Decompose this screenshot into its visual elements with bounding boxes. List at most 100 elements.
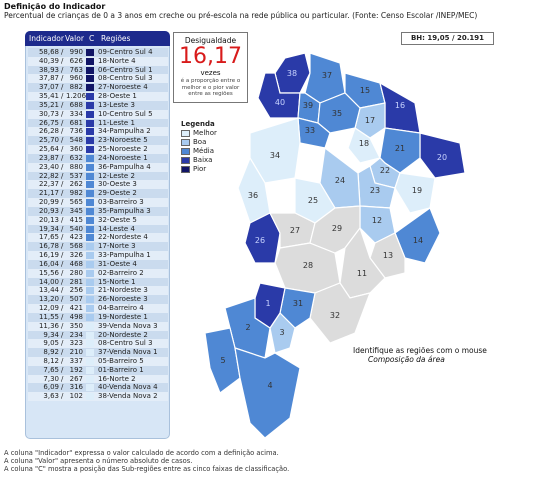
row-indicator: 23,40 xyxy=(38,162,59,171)
ranking-row[interactable]: 20,13/ 415 32-Oeste 5 xyxy=(28,215,168,225)
ranking-row[interactable]: 40,39/ 626 18-Norte 4 xyxy=(28,56,168,66)
ranking-row[interactable]: 21,17/ 982 29-Oeste 2 xyxy=(28,189,168,199)
ranking-row[interactable]: 13,20/ 507 26-Noroeste 3 xyxy=(28,295,168,305)
row-class-swatch xyxy=(86,340,94,348)
legend-item-melhor: Melhor xyxy=(181,129,241,138)
ranking-row[interactable]: 38,93/ 763 06-Centro Sul 1 xyxy=(28,65,168,75)
row-indicator: 7,65 xyxy=(43,365,59,374)
legend-label: Melhor xyxy=(193,129,217,137)
row-class-swatch xyxy=(86,190,94,198)
row-class-swatch xyxy=(86,322,94,330)
ranking-row[interactable]: 17,65/ 423 22-Nordeste 4 xyxy=(28,233,168,243)
row-class-swatch xyxy=(86,93,94,101)
row-separator: / xyxy=(61,233,64,242)
legend-swatch xyxy=(181,148,190,155)
col-value: Valor xyxy=(65,34,84,43)
row-separator: / xyxy=(61,242,64,251)
ranking-row[interactable]: 35,21/ 688 13-Leste 3 xyxy=(28,100,168,110)
ranking-row[interactable]: 23,40/ 880 36-Pampulha 4 xyxy=(28,162,168,172)
ranking-row[interactable]: 30,73/ 334 10-Centro Sul 5 xyxy=(28,109,168,119)
map-region-label: 11 xyxy=(357,269,367,278)
row-value: 507 xyxy=(69,295,83,304)
row-value: 736 xyxy=(69,127,83,136)
ranking-row[interactable]: 6,09/ 316 40-Venda Nova 4 xyxy=(28,383,168,393)
ranking-row[interactable]: 23,87/ 632 24-Noroeste 1 xyxy=(28,153,168,163)
ranking-row[interactable]: 37,07/ 882 27-Noroeste 4 xyxy=(28,83,168,93)
row-separator: / xyxy=(61,224,64,233)
ranking-row[interactable]: 14,00/ 281 15-Norte 1 xyxy=(28,277,168,287)
ranking-row[interactable]: 25,70/ 548 23-Noroeste 5 xyxy=(28,136,168,146)
row-class-swatch xyxy=(86,313,94,321)
map-region-label: 40 xyxy=(275,98,285,107)
ranking-row[interactable]: 20,99/ 565 03-Barreiro 3 xyxy=(28,198,168,207)
row-class-swatch xyxy=(86,207,94,215)
row-value: 468 xyxy=(69,259,83,268)
map-region-label: 13 xyxy=(383,251,393,260)
row-region: 08-Centro Sul 3 xyxy=(98,339,153,348)
row-value: 568 xyxy=(69,242,83,251)
row-indicator: 16,04 xyxy=(38,259,59,268)
row-class-swatch xyxy=(86,305,94,313)
ranking-row[interactable]: 16,04/ 468 31-Oeste 4 xyxy=(28,259,168,269)
inequality-value: 16,17 xyxy=(179,44,242,69)
map-region-4[interactable] xyxy=(234,347,301,439)
row-region: 22-Nordeste 4 xyxy=(98,233,148,242)
ranking-row[interactable]: 7,30/ 267 16-Norte 2 xyxy=(28,374,168,384)
map-legend: Legenda Melhor Boa Média Baixa Pior xyxy=(181,120,241,174)
row-separator: / xyxy=(61,198,64,207)
ranking-row[interactable]: 9,05/ 323 08-Centro Sul 3 xyxy=(28,339,168,349)
map-region-18[interactable] xyxy=(347,127,381,164)
definition-title: Definição do Indicador xyxy=(4,2,106,11)
ranking-row[interactable]: 11,36/ 350 39-Venda Nova 3 xyxy=(28,321,168,331)
row-region: 26-Noroeste 3 xyxy=(98,295,148,304)
ranking-row[interactable]: 26,75/ 681 11-Leste 1 xyxy=(28,118,168,128)
row-separator: / xyxy=(61,277,64,286)
map-region-32[interactable] xyxy=(309,282,371,344)
ranking-row[interactable]: 20,93/ 345 35-Pampulha 3 xyxy=(28,206,168,216)
ranking-row[interactable]: 13,44/ 256 21-Nordeste 3 xyxy=(28,286,168,296)
row-separator: / xyxy=(61,259,64,268)
row-region: 21-Nordeste 3 xyxy=(98,286,148,295)
map-region-label: 34 xyxy=(270,151,280,160)
row-class-swatch xyxy=(86,137,94,145)
row-class-swatch xyxy=(86,146,94,154)
row-region: 35-Pampulha 3 xyxy=(98,206,151,215)
bh-label: BH: xyxy=(410,34,425,42)
ranking-row[interactable]: 7,65/ 192 01-Barreiro 1 xyxy=(28,365,168,375)
ranking-row[interactable]: 22,82/ 537 12-Leste 2 xyxy=(28,171,168,181)
row-indicator: 20,93 xyxy=(38,206,59,215)
row-separator: / xyxy=(61,92,64,101)
row-separator: / xyxy=(61,74,64,83)
row-value: 334 xyxy=(69,109,83,118)
row-region: 15-Norte 1 xyxy=(98,277,136,286)
legend-swatch xyxy=(181,130,190,137)
ranking-row[interactable]: 16,19/ 326 33-Pampulha 1 xyxy=(28,251,168,260)
ranking-row[interactable]: 26,28/ 736 34-Pampulha 2 xyxy=(28,127,168,137)
row-class-swatch xyxy=(86,366,94,374)
ranking-row[interactable]: 8,12/ 337 05-Barreiro 5 xyxy=(28,356,168,366)
ranking-row[interactable]: 37,87/ 960 08-Centro Sul 3 xyxy=(28,74,168,84)
row-separator: / xyxy=(61,145,64,154)
row-region: 17-Norte 3 xyxy=(98,242,136,251)
ranking-row[interactable]: 19,34/ 540 14-Leste 4 xyxy=(28,224,168,234)
row-separator: / xyxy=(61,153,64,162)
map-region-19[interactable] xyxy=(394,172,436,214)
row-separator: / xyxy=(61,321,64,330)
ranking-row[interactable]: 8,92/ 210 37-Venda Nova 1 xyxy=(28,348,168,357)
ranking-row[interactable]: 11,55/ 498 19-Nordeste 1 xyxy=(28,312,168,322)
row-value: 540 xyxy=(69,224,83,233)
ranking-row[interactable]: 3,63/ 102 38-Venda Nova 2 xyxy=(28,392,168,402)
row-separator: / xyxy=(61,392,64,401)
ranking-row[interactable]: 58,68/ 990 09-Centro Sul 4 xyxy=(28,48,168,57)
ranking-row[interactable]: 12,09/ 421 04-Barreiro 4 xyxy=(28,304,168,313)
row-region: 04-Barreiro 4 xyxy=(98,304,144,313)
area-composition-link[interactable]: Composição da área xyxy=(368,355,445,364)
row-class-swatch xyxy=(86,260,94,268)
ranking-row[interactable]: 35,41/1.206 28-Oeste 1 xyxy=(28,92,168,101)
ranking-row[interactable]: 22,37/ 262 30-Oeste 3 xyxy=(28,180,168,190)
ranking-row[interactable]: 16,78/ 568 17-Norte 3 xyxy=(28,242,168,252)
ranking-row[interactable]: 9,34/ 234 20-Nordeste 2 xyxy=(28,330,168,340)
row-separator: / xyxy=(61,162,64,171)
ranking-row[interactable]: 25,64/ 360 25-Noroeste 2 xyxy=(28,145,168,154)
ranking-row[interactable]: 15,56/ 280 02-Barreiro 2 xyxy=(28,268,168,278)
